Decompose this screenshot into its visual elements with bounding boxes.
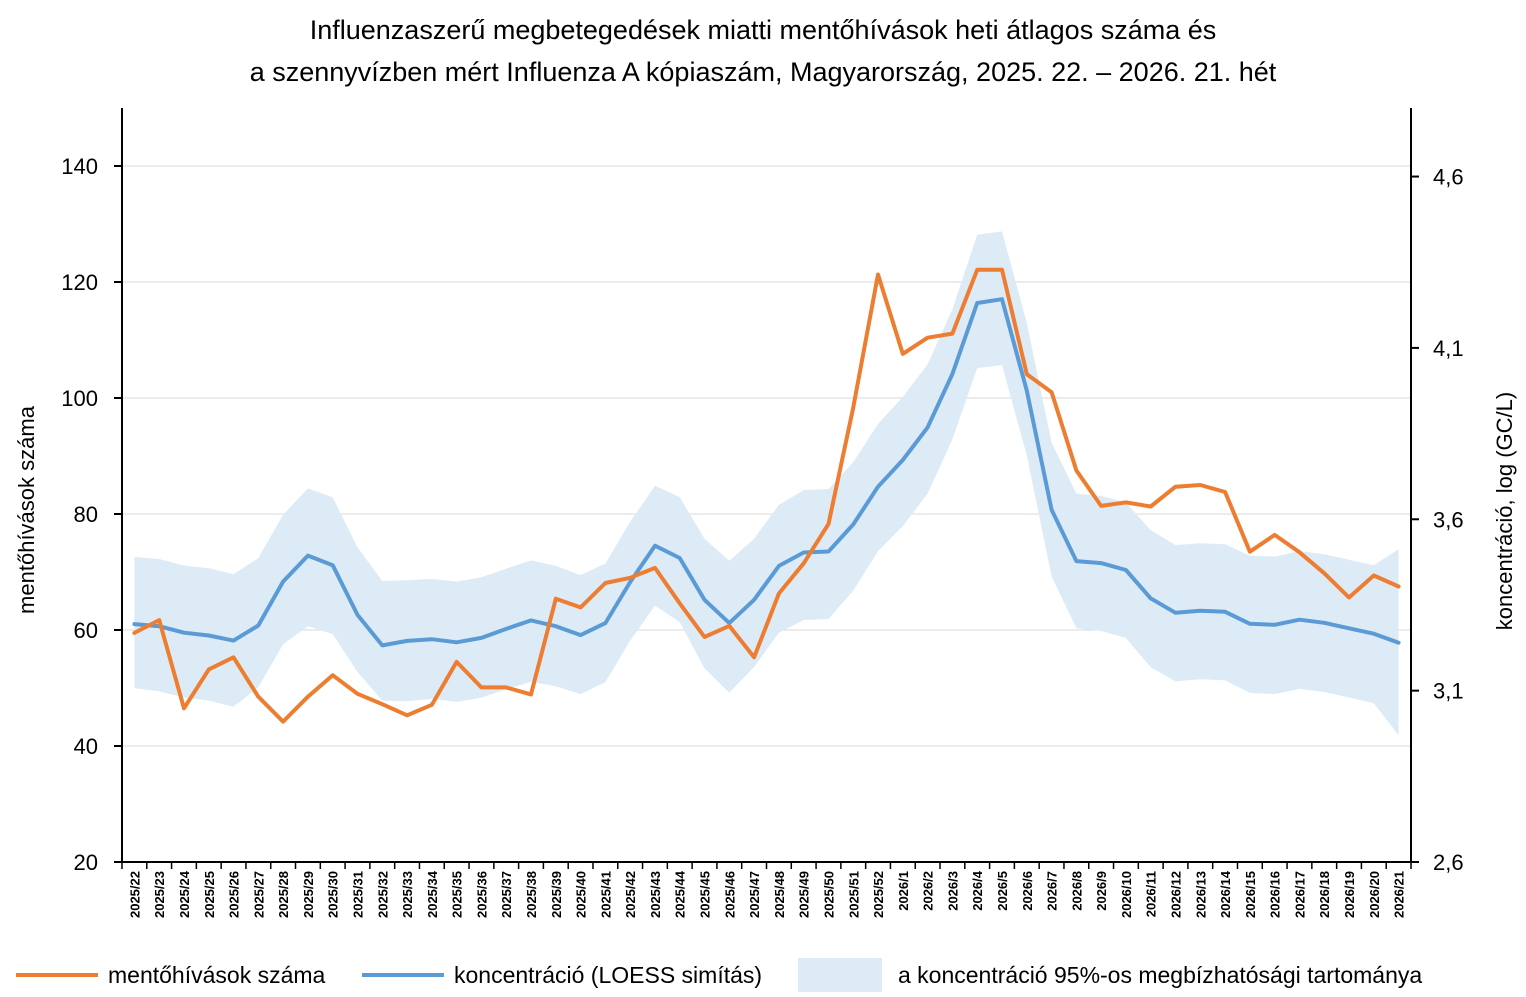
x-tick-label: 2025/52 [871, 871, 886, 918]
x-tick-label: 2025/27 [251, 871, 266, 918]
y-tick-label-left: 80 [74, 502, 98, 527]
y-tick-label-right: 2,6 [1433, 850, 1464, 875]
x-tick-label: 2026/14 [1218, 870, 1233, 918]
x-tick-label: 2026/5 [995, 871, 1010, 911]
x-tick-label: 2025/22 [127, 871, 142, 918]
legend-swatch-orange-line [16, 973, 98, 977]
confidence-band [134, 231, 1399, 736]
legend-swatch-blue-line [362, 973, 444, 977]
legend-item-loess: koncentráció (LOESS simítás) [362, 955, 762, 995]
x-tick-label: 2025/33 [400, 871, 415, 918]
x-tick-label: 2025/39 [549, 871, 564, 918]
x-tick-label: 2025/30 [326, 871, 341, 918]
x-tick-label: 2026/8 [1069, 871, 1084, 911]
x-tick-label: 2025/25 [202, 871, 217, 918]
x-tick-label: 2025/35 [450, 871, 465, 918]
y-tick-label-left: 100 [61, 386, 98, 411]
x-tick-label: 2026/21 [1392, 871, 1407, 918]
legend-label-calls: mentőhívások száma [108, 961, 326, 988]
x-tick-label: 2025/40 [574, 871, 589, 918]
y-tick-label-right: 4,1 [1433, 336, 1464, 361]
legend-item-ci: a koncentráció 95%-os megbízhatósági tar… [798, 955, 1422, 995]
x-tick-label: 2025/32 [375, 871, 390, 918]
y-tick-label-left: 20 [74, 850, 98, 875]
x-tick-label: 2025/37 [499, 871, 514, 918]
x-tick-label: 2026/3 [945, 871, 960, 911]
x-tick-label: 2026/11 [1144, 871, 1159, 917]
x-tick-label: 2025/45 [698, 871, 713, 918]
x-tick-label: 2026/4 [970, 870, 985, 911]
chart-title-line-1: Influenzaszerű megbetegedések miatti men… [309, 15, 1217, 45]
y-tick-label-left: 40 [74, 734, 98, 759]
x-tick-label: 2025/26 [227, 871, 242, 918]
x-tick-label: 2025/24 [177, 870, 192, 918]
x-tick-label: 2026/13 [1193, 871, 1208, 918]
x-tick-label: 2026/7 [1045, 871, 1060, 911]
chart-title-line-2: a szennyvízben mért Influenza A kópiaszá… [249, 57, 1277, 87]
chart-canvas: 20 40 60 80 100 120 140 2,6 3,1 3,6 4,1 4,6 2025/22 2… [14, 108, 1517, 918]
legend-label-ci: a koncentráció 95%-os megbízhatósági tar… [898, 961, 1423, 988]
y-tick-label-right: 4,6 [1433, 165, 1464, 190]
x-tick-label: 2025/49 [797, 871, 812, 918]
x-tick-label: 2026/17 [1292, 871, 1307, 918]
legend-label-loess: koncentráció (LOESS simítás) [454, 961, 763, 988]
x-tick-label: 2026/19 [1342, 871, 1357, 918]
x-tick-label: 2025/38 [524, 871, 539, 918]
x-tick-label: 2026/16 [1268, 871, 1283, 918]
y-tick-label-left: 120 [61, 270, 98, 295]
x-tick-label: 2025/46 [722, 871, 737, 918]
x-tick-label: 2025/44 [673, 870, 688, 918]
x-tick-label: 2025/50 [821, 871, 836, 918]
x-tick-label: 2026/2 [921, 871, 936, 911]
y-axis-title-right: koncentráció, log (GC/L) [1492, 392, 1517, 630]
x-tick-label: 2025/48 [772, 871, 787, 918]
y-tick-label-left: 140 [61, 154, 98, 179]
x-tick-label: 2025/34 [425, 870, 440, 918]
y-tick-label-right: 3,1 [1433, 679, 1464, 704]
x-tick-label: 2025/43 [648, 871, 663, 918]
x-tick-label: 2025/28 [276, 871, 291, 918]
legend-swatch-ci-band [798, 958, 882, 992]
legend-item-calls: mentőhívások száma [16, 955, 325, 995]
y-axis-title-left: mentőhívások száma [14, 405, 39, 614]
x-tick-label: 2025/41 [598, 871, 613, 918]
x-tick-label: 2026/6 [1020, 871, 1035, 911]
y-tick-label-left: 60 [74, 618, 98, 643]
x-tick-label: 2025/47 [747, 871, 762, 918]
x-tick-label: 2026/15 [1243, 871, 1258, 918]
y-tick-label-right: 3,6 [1433, 507, 1464, 532]
series-line-ambulance-calls [132, 267, 1401, 724]
x-tick-label: 2026/10 [1119, 871, 1134, 918]
series-line-concentration [132, 297, 1401, 648]
x-tick-label: 2026/12 [1169, 871, 1184, 918]
x-tick-label: 2026/18 [1317, 871, 1332, 918]
x-tick-label: 2026/20 [1367, 871, 1382, 918]
x-tick-label: 2025/51 [846, 871, 861, 918]
x-tick-label: 2025/42 [623, 871, 638, 918]
x-tick-label: 2025/29 [301, 871, 316, 918]
x-tick-label: 2025/23 [152, 871, 167, 918]
x-tick-label: 2026/9 [1094, 871, 1109, 911]
x-tick-label: 2025/31 [350, 871, 365, 918]
x-tick-label: 2025/36 [474, 871, 489, 918]
x-tick-label: 2026/1 [896, 871, 911, 911]
